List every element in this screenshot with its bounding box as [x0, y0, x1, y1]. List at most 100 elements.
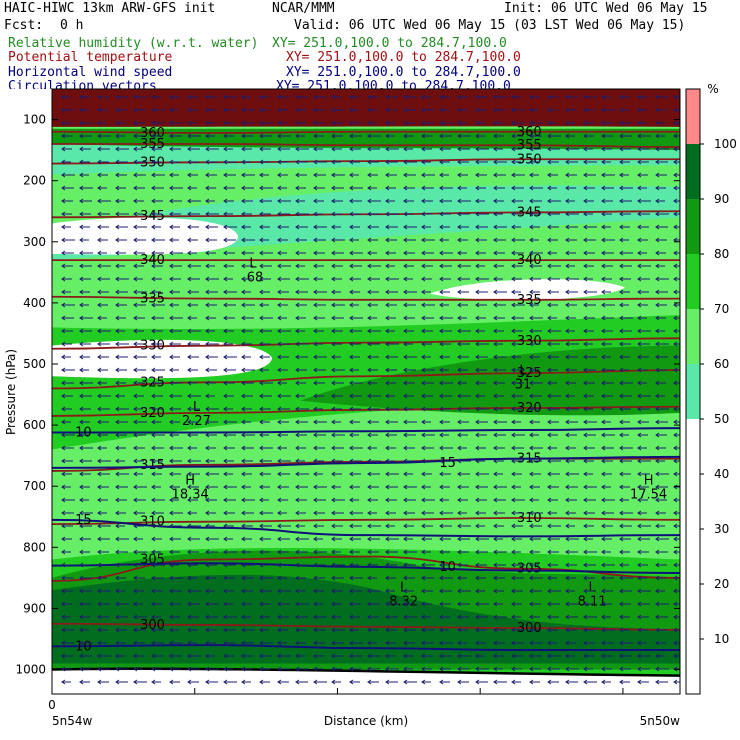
- circulation-vector: [565, 237, 577, 243]
- circulation-vector: [511, 172, 525, 178]
- circulation-vector: [547, 159, 559, 165]
- circulation-vector: [331, 549, 341, 555]
- circulation-vector: [259, 263, 272, 269]
- circulation-vector: [547, 198, 561, 204]
- circulation-vector: [619, 133, 632, 139]
- circulation-vector: [673, 679, 680, 685]
- circulation-vector: [151, 575, 164, 581]
- circulation-vector: [493, 588, 504, 594]
- circulation-vector: [493, 666, 503, 672]
- circulation-vector: [403, 133, 414, 139]
- circulation-vector: [223, 289, 237, 295]
- circulation-vector: [61, 666, 72, 672]
- circulation-vector: [655, 315, 666, 321]
- circulation-vector: [637, 107, 648, 113]
- circulation-vector: [565, 224, 578, 230]
- circulation-vector: [223, 172, 236, 178]
- circulation-vector: [511, 640, 524, 646]
- circulation-vector: [439, 237, 449, 243]
- circulation-vector: [259, 484, 270, 490]
- circulation-vector: [655, 536, 669, 542]
- circulation-vector: [169, 146, 181, 152]
- circulation-vector: [511, 549, 521, 555]
- circulation-vector: [565, 497, 577, 503]
- circulation-vector: [79, 419, 90, 425]
- circulation-vector: [457, 627, 468, 633]
- circulation-vector: [673, 419, 680, 425]
- colorbar-label-20: 20: [714, 577, 729, 591]
- circulation-vector: [403, 471, 413, 477]
- circulation-vector: [169, 614, 180, 620]
- circulation-vector: [367, 679, 379, 685]
- circulation-vector: [169, 107, 179, 113]
- circulation-vector: [457, 536, 470, 542]
- circulation-vector: [673, 471, 680, 477]
- circulation-vector: [493, 133, 504, 139]
- theta-label-340-0: 340: [140, 253, 165, 268]
- circulation-vector: [493, 406, 503, 412]
- circulation-vector: [79, 653, 92, 659]
- circulation-vector: [241, 315, 254, 321]
- circulation-vector: [565, 302, 577, 308]
- circulation-vector: [547, 289, 559, 295]
- circulation-vector: [583, 146, 593, 152]
- circulation-vector: [601, 354, 611, 360]
- circulation-vector: [583, 276, 593, 282]
- circulation-vector: [493, 679, 507, 685]
- circulation-vector: [349, 341, 361, 347]
- circulation-vector: [673, 458, 680, 464]
- circulation-vector: [259, 354, 270, 360]
- circulation-vector: [565, 653, 575, 659]
- circulation-vector: [115, 120, 126, 126]
- circulation-vector: [205, 172, 217, 178]
- circulation-vector: [547, 640, 557, 646]
- circulation-vector: [133, 198, 144, 204]
- circulation-vector: [457, 406, 470, 412]
- circulation-vector: [439, 328, 452, 334]
- circulation-vector: [79, 510, 93, 516]
- circulation-vector: [457, 263, 471, 269]
- circulation-vector: [637, 510, 647, 516]
- circulation-vector: [619, 172, 629, 178]
- circulation-vector: [673, 146, 680, 152]
- init-time: Init: 06 UTC Wed 06 May 15: [504, 1, 708, 16]
- circulation-vector: [457, 159, 469, 165]
- circulation-vector: [205, 302, 217, 308]
- circulation-vector: [421, 536, 432, 542]
- circulation-vector: [439, 302, 449, 308]
- circulation-vector: [277, 172, 288, 178]
- circulation-vector: [169, 484, 180, 490]
- theta-label-345-1: 345: [517, 205, 542, 220]
- circulation-vector: [457, 276, 470, 282]
- circulation-vector: [223, 627, 236, 633]
- circulation-vector: [61, 653, 73, 659]
- circulation-vector: [115, 627, 127, 633]
- circulation-vector: [349, 159, 360, 165]
- circulation-vector: [619, 393, 632, 399]
- circulation-vector: [529, 94, 540, 100]
- circulation-vector: [655, 432, 667, 438]
- circulation-vector: [619, 211, 631, 217]
- circulation-vector: [655, 549, 668, 555]
- circulation-vector: [259, 588, 272, 594]
- circulation-vector: [223, 679, 237, 685]
- circulation-vector: [79, 523, 92, 529]
- circulation-vector: [151, 380, 164, 386]
- circulation-vector: [619, 458, 632, 464]
- circulation-vector: [169, 588, 182, 594]
- circulation-vector: [655, 575, 666, 581]
- extremum-type-0: L: [249, 256, 257, 271]
- circulation-vector: [403, 354, 417, 360]
- theta-contour-335: [52, 295, 680, 301]
- circulation-vector: [547, 393, 561, 399]
- circulation-vector: [295, 224, 308, 230]
- circulation-vector: [115, 224, 128, 230]
- circulation-vector: [115, 94, 128, 100]
- circulation-vector: [295, 549, 308, 555]
- circulation-vector: [367, 133, 381, 139]
- circulation-vector: [421, 250, 434, 256]
- circulation-vector: [115, 484, 128, 490]
- circulation-vector: [403, 588, 414, 594]
- circulation-vector: [655, 523, 665, 529]
- circulation-vector: [331, 484, 341, 490]
